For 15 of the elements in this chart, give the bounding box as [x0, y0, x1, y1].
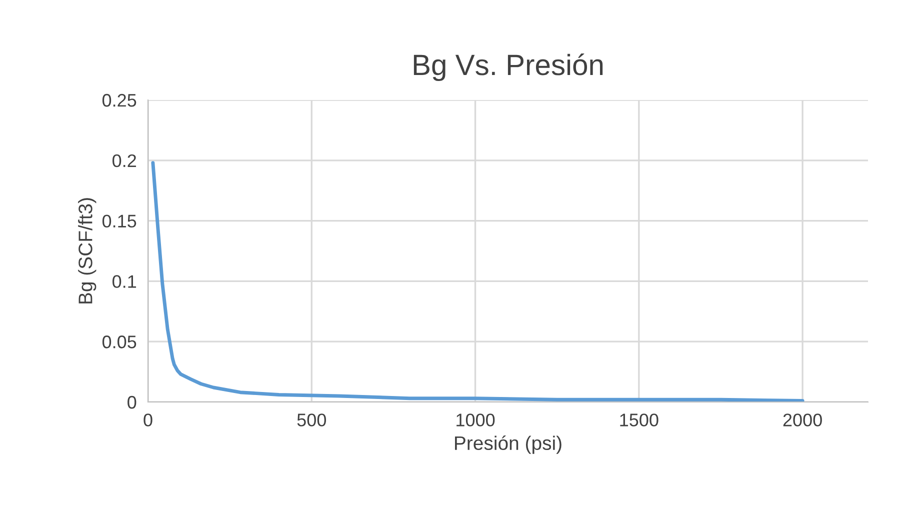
x-tick-label: 2000 [783, 414, 822, 426]
y-axis-title: Bg (SCF/ft3) [78, 198, 96, 304]
y-tick-label: 0.25 [102, 94, 136, 107]
x-tick-label: 0 [144, 414, 152, 426]
chart-title: Bg Vs. Presión [414, 54, 603, 82]
y-tick-label: 0 [128, 396, 136, 409]
x-axis-title: Presión (psi) [455, 436, 562, 454]
y-tick-label: 0.15 [102, 214, 136, 228]
y-tick-label: 0.1 [112, 275, 136, 288]
line-series [151, 161, 804, 402]
x-tick-label: 1000 [456, 414, 495, 426]
x-tick-label: 1500 [620, 414, 658, 426]
x-tick-label: 500 [297, 414, 326, 426]
y-tick-label: 0.05 [102, 336, 136, 348]
y-tick-label: 0.2 [112, 154, 136, 168]
